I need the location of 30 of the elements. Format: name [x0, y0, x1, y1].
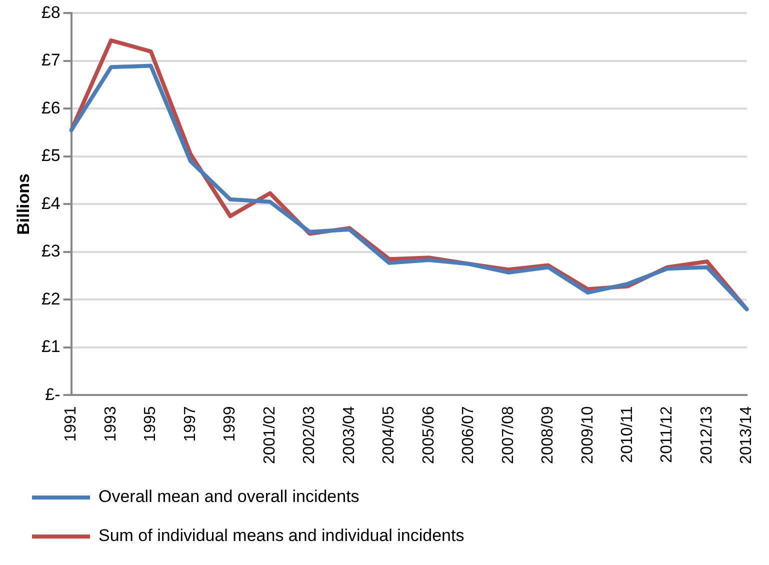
x-tick-label: 1991 [62, 406, 80, 442]
y-axis-title: Billions [14, 173, 33, 235]
y-tick-label: £1 [41, 337, 60, 356]
x-tick-label: 2007/08 [500, 406, 517, 464]
x-tick-label: 2005/06 [420, 406, 438, 464]
x-tick-label: 2006/07 [460, 406, 478, 464]
y-tick-label: £2 [41, 289, 60, 308]
x-tick-label: 2001/02 [261, 406, 278, 464]
x-tick-label: 1999 [222, 406, 239, 442]
x-tick-label: 2002/03 [301, 406, 318, 464]
y-tick-label: £6 [41, 98, 60, 118]
y-tick-label: £3 [41, 242, 60, 261]
legend-label: Overall mean and overall incidents [98, 487, 360, 506]
x-tick-label: 2013/14 [738, 406, 756, 464]
y-tick-label: £5 [41, 146, 60, 166]
x-tick-label: 2012/13 [698, 406, 716, 464]
x-tick-label: 2004/05 [380, 406, 398, 464]
x-tick-label: 2011/12 [658, 406, 676, 463]
x-tick-label: 2008/09 [540, 406, 557, 464]
legend-label: Sum of individual means and individual incidents [98, 526, 464, 546]
y-tick-label: £7 [41, 50, 60, 70]
x-tick-label: 2003/04 [340, 406, 358, 464]
y-tick-label: £- [45, 384, 60, 404]
x-tick-label: 1993 [102, 406, 120, 442]
y-tick-label: £4 [41, 194, 60, 213]
x-tick-label: 2010/11 [619, 406, 636, 463]
x-tick-label: 1997 [182, 406, 199, 442]
x-tick-label: 2009/10 [579, 406, 596, 464]
x-tick-label: 1995 [142, 406, 160, 442]
y-tick-label: £8 [41, 2, 60, 22]
